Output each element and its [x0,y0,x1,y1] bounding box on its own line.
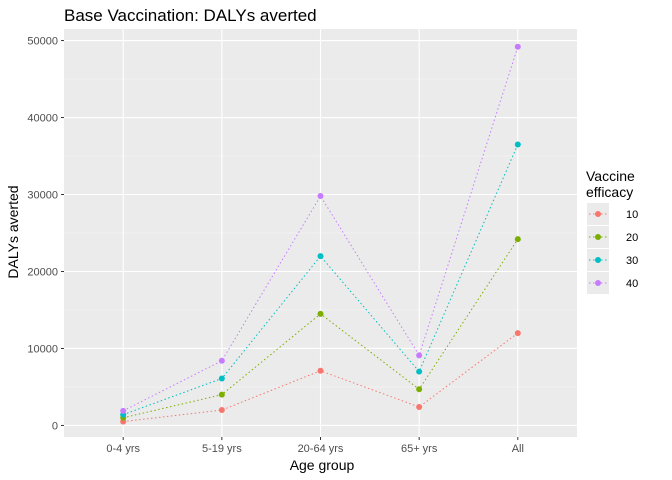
y-tick-label: 0 [52,420,58,432]
data-point [514,43,521,50]
y-axis-title: DALYs averted [5,185,21,278]
legend-label: 10 [626,209,638,221]
grid-lines [64,29,577,437]
series-40 [120,43,521,414]
data-point [514,141,521,148]
legend-items: 10 20 30 40 [587,203,638,294]
data-point [317,310,324,317]
data-point [416,386,423,393]
legend-item: 10 [587,203,638,225]
data-point [416,352,423,359]
data-point [416,368,423,375]
data-point [120,407,127,414]
x-axis-title: Age group [290,457,355,473]
data-point [317,193,324,200]
data-point [218,375,225,382]
data-point [218,357,225,364]
legend-label: 40 [626,278,638,290]
legend-key-point [595,257,601,263]
x-tick-label: 20-64 yrs [298,443,344,455]
legend-key-point [595,211,601,217]
data-point [514,236,521,243]
x-tick-label: 5-19 yrs [202,443,242,455]
series-20 [120,236,521,421]
x-axis-ticks: 0-4 yrs 5-19 yrs 20-64 yrs 65+ yrs All [106,437,524,455]
y-axis-ticks: 0 10000 20000 30000 40000 50000 [27,36,64,432]
legend-title-line-2: efficacy [586,184,633,200]
data-point [218,391,225,398]
x-tick-label: 65+ yrs [401,443,438,455]
legend-key-point [595,234,601,240]
legend-label: 30 [626,255,638,267]
y-tick-label: 40000 [27,113,58,125]
y-tick-label: 10000 [27,343,58,355]
data-point [218,407,225,414]
x-tick-label: 0-4 yrs [106,443,140,455]
legend: Vaccine efficacy 10 20 30 40 [586,168,638,294]
legend-item: 20 [587,226,638,248]
legend-key-point [595,280,601,286]
series-group [120,43,521,425]
legend-item: 40 [587,272,638,294]
data-point [416,403,423,410]
y-tick-label: 20000 [27,266,58,278]
series-line [123,144,519,416]
y-tick-label: 30000 [27,190,58,202]
chart-title: Base Vaccination: DALYs averted [64,6,317,25]
x-tick-label: All [512,443,524,455]
legend-item: 30 [587,249,638,271]
legend-label: 20 [626,232,638,244]
data-point [317,367,324,374]
legend-title-line-1: Vaccine [586,168,635,184]
y-tick-label: 50000 [27,36,58,48]
data-point [514,330,521,337]
data-point [317,253,324,260]
